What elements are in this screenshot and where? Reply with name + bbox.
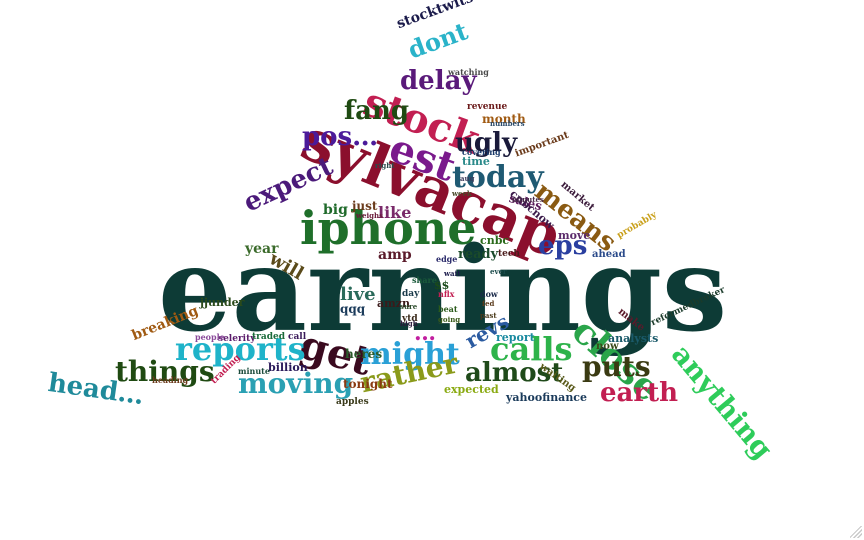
word: ever	[490, 267, 507, 276]
word: today	[452, 160, 544, 195]
word: weighs	[356, 211, 384, 220]
word: move	[558, 229, 591, 242]
word: pos…	[302, 122, 379, 152]
word: earth	[600, 378, 678, 408]
word: right	[375, 161, 395, 170]
word: …	[414, 320, 436, 346]
word: heres	[345, 347, 383, 361]
word: anything	[665, 338, 780, 466]
word: traded	[252, 332, 286, 342]
word: live	[340, 284, 376, 305]
word: reports	[175, 330, 306, 368]
word: qqq	[340, 302, 366, 316]
word: puts	[582, 350, 651, 383]
word: fang	[344, 96, 410, 126]
word: yahoofinance	[506, 391, 588, 404]
word: minutes	[512, 195, 544, 204]
word: amzn	[377, 297, 411, 310]
word: eps	[538, 231, 588, 261]
word: now	[596, 341, 619, 352]
word: jjunder	[200, 296, 245, 309]
word: fed	[482, 299, 495, 308]
word: billion	[268, 361, 308, 374]
word: people	[195, 332, 225, 342]
word: calls	[490, 330, 573, 368]
word: important	[513, 129, 571, 160]
word: aug	[460, 174, 475, 183]
word: tech	[498, 249, 520, 259]
word: week	[452, 189, 472, 198]
word: wait	[444, 269, 461, 278]
word: like	[378, 203, 412, 222]
word: delay	[400, 66, 477, 96]
word: sure	[400, 302, 418, 311]
word: earnings	[158, 222, 728, 358]
word: dow	[480, 289, 498, 299]
word: numbers	[490, 119, 525, 128]
word: ready	[458, 247, 499, 262]
word: selerity	[218, 334, 256, 344]
word: going	[438, 315, 461, 324]
word: share	[412, 275, 437, 285]
word: moving	[238, 367, 354, 400]
word: day	[402, 289, 420, 299]
word: tonight	[343, 377, 393, 391]
word: high	[400, 319, 418, 328]
word: past	[480, 311, 497, 320]
word: things	[115, 355, 215, 388]
word: ugly	[455, 128, 518, 158]
word: month	[482, 112, 526, 126]
word: analysts	[608, 332, 659, 345]
word: watching	[448, 67, 489, 77]
word: nflx	[438, 289, 455, 299]
word: covering	[462, 147, 501, 157]
word: edge	[436, 254, 458, 264]
word: apples	[336, 397, 369, 407]
word: amp	[378, 247, 412, 263]
word: ahead	[592, 249, 626, 260]
word: might	[360, 337, 460, 372]
word: revenue	[467, 102, 508, 112]
word: cnbc	[480, 234, 510, 247]
word: heading	[152, 375, 189, 385]
word: almost	[465, 358, 564, 388]
word: time	[462, 155, 490, 168]
word: minute	[238, 366, 270, 376]
word: beat	[438, 304, 458, 314]
word: $$	[434, 279, 450, 292]
word: call	[288, 332, 307, 342]
word: ytd	[402, 314, 418, 324]
word: big	[323, 202, 348, 218]
word: iphone	[300, 201, 477, 255]
word: report	[496, 331, 535, 344]
resize-grip-icon[interactable]	[850, 526, 862, 538]
word: year	[245, 241, 279, 257]
word: just	[352, 199, 378, 213]
word: expected	[444, 383, 499, 396]
